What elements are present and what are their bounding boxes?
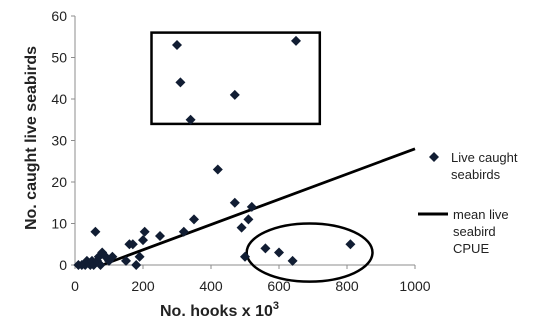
y-tick-label: 50 xyxy=(51,50,67,66)
y-tick-label: 30 xyxy=(51,133,67,149)
data-point xyxy=(155,230,165,241)
data-point xyxy=(291,35,301,46)
y-tick-label: 40 xyxy=(51,91,67,107)
data-point xyxy=(131,260,142,270)
data-point xyxy=(107,251,118,262)
data-point xyxy=(185,114,196,125)
data-point xyxy=(172,40,182,51)
legend: Live caught seabirds mean live seabird CPUE xyxy=(418,150,518,256)
x-axis-title-main: No. hooks x 10 xyxy=(160,303,273,320)
y-axis: 0 10 20 30 40 50 60 xyxy=(51,8,76,273)
data-point xyxy=(90,226,101,237)
y-tick-label: 60 xyxy=(51,8,67,24)
x-axis-title-exponent: 3 xyxy=(273,300,279,312)
data-point xyxy=(246,201,257,212)
highlight-rectangle xyxy=(150,31,322,126)
x-tick-label: 0 xyxy=(71,278,79,294)
data-point xyxy=(229,197,240,208)
annotation-layer xyxy=(150,31,374,283)
data-point xyxy=(243,214,254,225)
data-point xyxy=(345,239,356,250)
x-axis: 0 200 400 600 800 1000 xyxy=(71,264,431,294)
y-axis-title: No. caught live seabirds xyxy=(23,46,40,230)
data-point xyxy=(175,77,186,88)
data-point xyxy=(178,226,189,237)
data-point xyxy=(287,255,298,266)
data-point xyxy=(139,226,150,237)
legend-label-scatter: Live caught seabirds xyxy=(451,150,518,182)
data-point xyxy=(274,247,284,258)
x-axis-title: No. hooks x 103 xyxy=(160,300,279,320)
trend-line xyxy=(101,147,416,267)
x-tick-label: 800 xyxy=(335,278,359,294)
data-point xyxy=(134,251,145,262)
x-tick-label: 400 xyxy=(199,278,223,294)
data-point xyxy=(236,222,247,233)
y-tick-label: 0 xyxy=(59,257,67,273)
y-tick-label: 10 xyxy=(51,216,67,232)
data-point xyxy=(189,214,199,225)
data-point xyxy=(95,260,106,270)
data-point xyxy=(121,255,131,266)
data-point xyxy=(212,164,223,175)
series-layer xyxy=(73,35,416,270)
data-point xyxy=(138,235,148,246)
data-point xyxy=(229,89,240,100)
legend-marker-scatter xyxy=(429,152,439,162)
data-point xyxy=(93,251,104,262)
legend-label-line: mean live seabird CPUE xyxy=(453,207,509,256)
data-point xyxy=(127,239,138,250)
x-tick-label: 1000 xyxy=(399,278,430,294)
y-tick-label: 20 xyxy=(51,174,67,190)
data-point xyxy=(240,251,250,262)
highlight-ellipse xyxy=(245,222,374,283)
data-point xyxy=(260,243,271,254)
x-tick-label: 600 xyxy=(267,278,291,294)
x-tick-label: 200 xyxy=(131,278,155,294)
